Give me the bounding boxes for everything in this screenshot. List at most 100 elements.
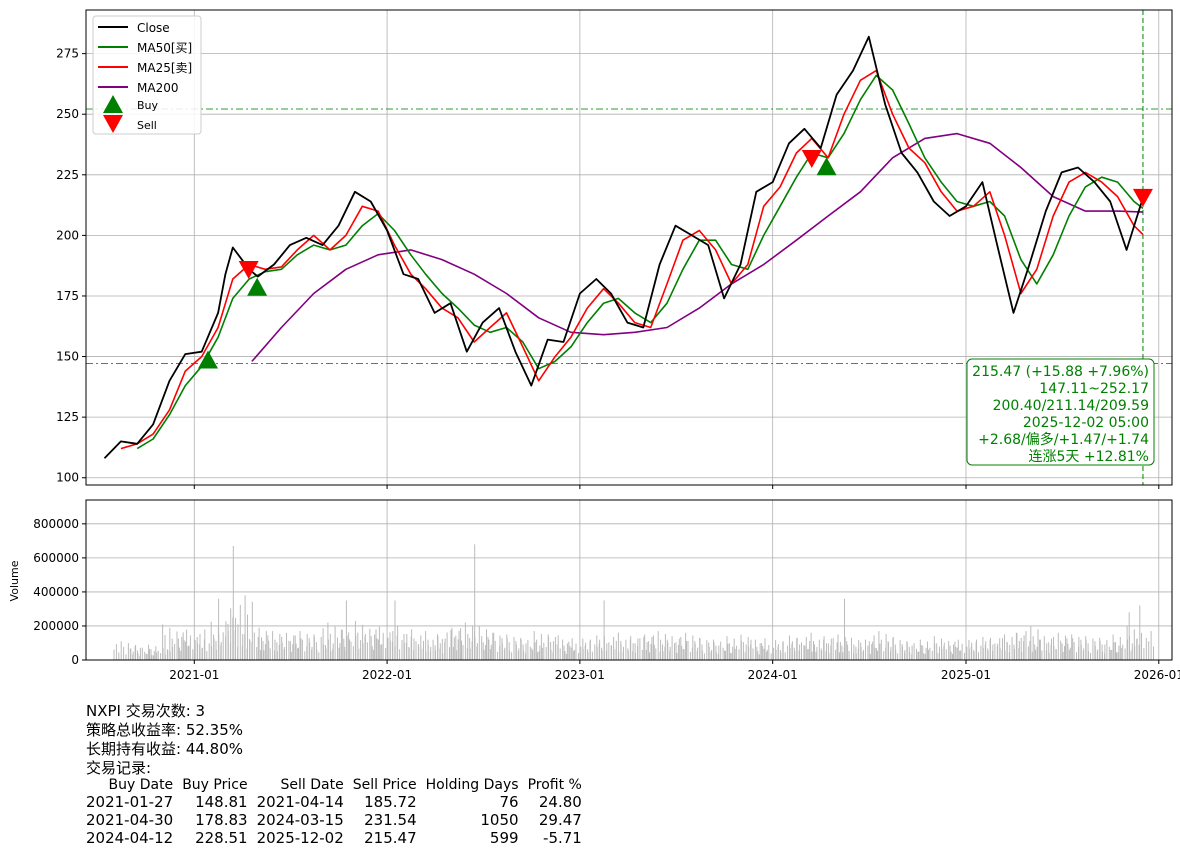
volume-bar	[999, 647, 1001, 660]
volume-bar	[966, 646, 968, 660]
volume-bar	[816, 646, 818, 660]
price-y-ticks: 100 125 150 175 200 225 250 275	[56, 47, 86, 485]
volume-bar	[862, 651, 864, 660]
price-series	[103, 35, 1144, 459]
volume-bar	[481, 636, 483, 660]
volume-bar	[239, 605, 241, 660]
volume-bar	[554, 637, 556, 660]
volume-bar	[736, 645, 738, 660]
legend-ma50-label: MA50[买]	[137, 41, 192, 55]
volume-bar	[380, 644, 382, 660]
volume-bar	[727, 643, 729, 660]
volume-bar	[1041, 650, 1043, 660]
volume-bar	[941, 638, 942, 660]
volume-bar	[796, 638, 798, 660]
volume-bar	[359, 648, 361, 660]
volume-bar	[1071, 634, 1073, 660]
volume-bar	[890, 651, 891, 660]
volume-bar	[1030, 626, 1032, 660]
volume-bar	[674, 643, 675, 660]
volume-bar	[194, 640, 196, 660]
volume-bar	[378, 626, 380, 660]
volume-bar	[726, 636, 728, 660]
trade-table-cell: 185.72	[364, 793, 417, 811]
volume-bar	[782, 642, 784, 660]
volume-bar	[1043, 636, 1045, 660]
volume-bar	[251, 642, 253, 660]
volume-bar	[451, 627, 453, 660]
volume-bar	[740, 634, 742, 660]
trade-table-cell: 76	[499, 793, 519, 811]
volume-bar	[263, 650, 265, 660]
volume-bar	[1006, 642, 1008, 660]
volume-bar	[830, 646, 832, 660]
volume-bar	[294, 635, 296, 660]
volume-bar	[476, 646, 478, 660]
volume-bar	[268, 640, 270, 660]
volume-bar	[793, 647, 795, 660]
volume-bar	[162, 624, 164, 660]
volume-bar-spike	[218, 598, 220, 660]
volume-bar	[924, 653, 926, 660]
volume-bar	[563, 645, 565, 660]
volume-bar	[517, 651, 519, 660]
volume-bar	[639, 638, 641, 660]
volume-x-tick-label: 2022-01	[362, 668, 412, 682]
volume-bar	[650, 644, 652, 660]
volume-bar	[745, 644, 747, 660]
volume-bar	[1096, 651, 1098, 660]
volume-bar	[956, 647, 958, 660]
volume-bar	[775, 640, 777, 660]
volume-bar	[265, 630, 267, 660]
volume-bar	[311, 649, 313, 660]
volume-bar	[189, 635, 191, 660]
trade-table-column-header: Sell Price	[352, 777, 417, 793]
volume-bar	[1148, 641, 1150, 660]
volume-bar	[1060, 640, 1062, 660]
volume-bar	[839, 642, 841, 660]
volume-bar	[879, 643, 881, 660]
volume-bar	[989, 639, 991, 660]
volume-bar	[301, 639, 303, 660]
volume-bar	[1004, 634, 1005, 660]
volume-bar	[455, 635, 457, 660]
volume-bar	[434, 645, 436, 660]
volume-bar	[152, 655, 154, 660]
volume-bar	[489, 649, 491, 660]
volume-bar	[617, 632, 619, 660]
volume-bar	[539, 645, 541, 660]
volume-bar	[267, 635, 269, 660]
volume-bar	[515, 641, 517, 660]
volume-bar	[659, 651, 661, 660]
volume-bar	[206, 651, 208, 660]
volume-bar	[897, 653, 899, 660]
volume-bar	[892, 637, 894, 660]
volume-bar	[1061, 643, 1063, 660]
volume-bar	[441, 639, 443, 660]
volume-bar	[1031, 651, 1033, 660]
trade-table-cell: 2024-04-12	[86, 829, 174, 847]
volume-bar	[557, 644, 559, 660]
volume-bar	[1124, 648, 1126, 660]
volume-bar	[227, 630, 229, 660]
volume-y-tick-label: 800000	[33, 517, 79, 531]
legend-buy-label: Buy	[137, 99, 159, 112]
chart-figure: 100 125 150 175 200 225 250 275 Close MA50[买] M…	[8, 9, 1180, 682]
volume-bar	[906, 641, 908, 660]
volume-bar	[1110, 649, 1112, 660]
summary-buy-hold-return: 长期持有收益: 44.80%	[86, 740, 244, 758]
volume-bar	[865, 639, 866, 660]
volume-bar	[1116, 652, 1117, 660]
volume-bar	[1153, 646, 1154, 660]
volume-bar	[408, 647, 410, 660]
volume-bar	[373, 649, 375, 660]
volume-bar	[318, 652, 320, 660]
volume-bar	[637, 646, 638, 660]
volume-bar	[620, 644, 622, 660]
volume-bar	[851, 637, 852, 660]
volume-bar	[1048, 642, 1050, 660]
volume-bar	[538, 651, 540, 660]
volume-y-tick-label: 0	[71, 653, 79, 667]
volume-bar	[490, 644, 492, 660]
volume-bar	[987, 648, 989, 660]
